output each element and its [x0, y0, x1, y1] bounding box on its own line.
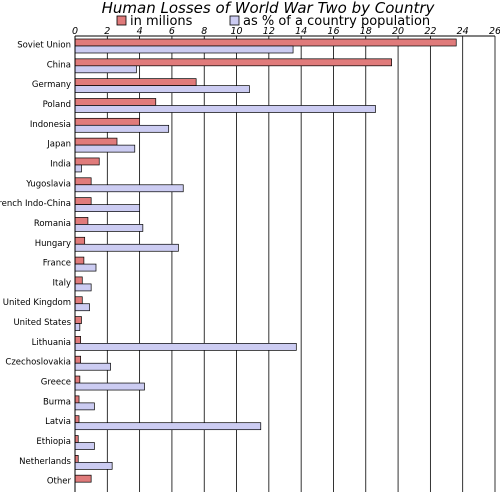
category-label: Hungary: [35, 239, 71, 249]
legend-label-1: in milions: [130, 14, 193, 29]
bar-japan-percent: [74, 144, 136, 153]
bars: [74, 38, 457, 483]
category-label: Burma: [43, 397, 71, 407]
x-tick-4: 4: [137, 26, 143, 37]
bar-soviet-union-percent: [74, 45, 294, 54]
category-label: United States: [13, 318, 71, 328]
bar-other-millions: [74, 474, 92, 483]
category-label: Greece: [41, 378, 71, 388]
bar-burma-percent: [74, 402, 95, 411]
bar-yugoslavia-millions: [74, 177, 92, 186]
bar-netherlands-percent: [74, 461, 113, 470]
bar-hungary-millions: [74, 236, 86, 245]
x-tick-8: 8: [201, 26, 207, 37]
category-label: Ethiopia: [36, 437, 71, 447]
bar-czechoslovakia-millions: [74, 355, 82, 364]
bar-indonesia-millions: [74, 117, 140, 126]
x-tick-16: 16: [327, 26, 339, 37]
axes: [74, 35, 495, 492]
bar-china-millions: [74, 58, 392, 67]
bar-french-indo-china-percent: [74, 204, 140, 212]
bar-poland-millions: [74, 98, 157, 106]
bar-france-millions: [74, 256, 85, 265]
bar-united-states-millions: [74, 316, 82, 324]
category-label: Indonesia: [30, 120, 71, 130]
bar-united-states-percent: [74, 323, 81, 331]
category-label: Japan: [46, 140, 71, 150]
bar-germany-millions: [74, 78, 197, 87]
legend: in milions as % of a country population: [116, 14, 430, 29]
category-label: Poland: [43, 100, 71, 110]
bar-latvia-percent: [74, 422, 262, 431]
bar-yugoslavia-percent: [74, 184, 184, 193]
bar-germany-percent: [74, 85, 250, 94]
bar-italy-percent: [74, 283, 92, 292]
legend-label-2: as % of a country population: [243, 14, 430, 29]
category-label: Netherlands: [19, 457, 71, 467]
category-label: India: [50, 159, 71, 169]
bar-lithuania-millions: [74, 336, 82, 344]
x-tick-2: 2: [104, 26, 110, 37]
x-tick-10: 10: [230, 26, 242, 37]
legend-swatch-2: [229, 15, 240, 26]
category-label: French Indo-China: [0, 199, 71, 209]
category-label: Germany: [32, 80, 71, 90]
category-label: Soviet Union: [17, 41, 71, 51]
chart-title: Human Losses of World War Two by Country: [102, 0, 436, 17]
category-label: France: [43, 259, 71, 269]
x-tick-0: 0: [72, 26, 78, 37]
x-tick-12: 12: [263, 26, 275, 37]
category-label: Other: [47, 477, 72, 487]
bar-united-kingdom-percent: [74, 303, 90, 312]
bar-greece-millions: [74, 375, 81, 384]
x-tick-26: 26: [489, 26, 500, 37]
x-tick-24: 24: [457, 26, 469, 37]
category-label: Yugoslavia: [25, 179, 71, 189]
bar-indonesia-percent: [74, 124, 170, 133]
bar-united-kingdom-millions: [74, 296, 83, 305]
category-label: Czechoslovakia: [5, 358, 71, 368]
bar-latvia-millions: [74, 415, 80, 424]
bar-czechoslovakia-percent: [74, 362, 111, 371]
bar-lithuania-percent: [74, 343, 297, 351]
category-label: Romania: [34, 219, 71, 229]
bar-romania-percent: [74, 224, 144, 232]
bar-ethiopia-percent: [74, 442, 95, 450]
bar-soviet-union-millions: [74, 38, 457, 47]
x-tick-6: 6: [169, 26, 175, 37]
bar-france-percent: [74, 263, 97, 272]
bar-india-percent: [74, 164, 82, 173]
bar-hungary-percent: [74, 243, 179, 252]
x-tick-22: 22: [424, 26, 436, 37]
x-tick-18: 18: [360, 26, 372, 37]
bar-japan-millions: [74, 137, 118, 146]
bar-burma-millions: [74, 395, 80, 404]
bar-poland-percent: [74, 105, 376, 113]
category-label: Lithuania: [32, 338, 71, 348]
category-label: Italy: [53, 278, 71, 288]
x-tick-14: 14: [295, 26, 307, 37]
category-labels: Soviet Union China Germany Poland Indonesia J…: [0, 41, 72, 487]
bar-china-percent: [74, 65, 137, 74]
category-label: China: [47, 60, 71, 70]
bar-india-millions: [74, 157, 100, 166]
bar-greece-percent: [74, 382, 145, 391]
legend-swatch-1: [116, 15, 127, 26]
bar-french-indo-china-millions: [74, 197, 92, 205]
x-tick-labels: 0 2 4 6 8 10 12 14 16 18 20 22 24 26: [72, 26, 500, 37]
bar-romania-millions: [74, 217, 89, 225]
category-label: Latvia: [45, 417, 71, 427]
x-tick-20: 20: [392, 26, 404, 37]
category-label: United Kingdom: [3, 298, 71, 308]
bar-italy-millions: [74, 276, 83, 285]
